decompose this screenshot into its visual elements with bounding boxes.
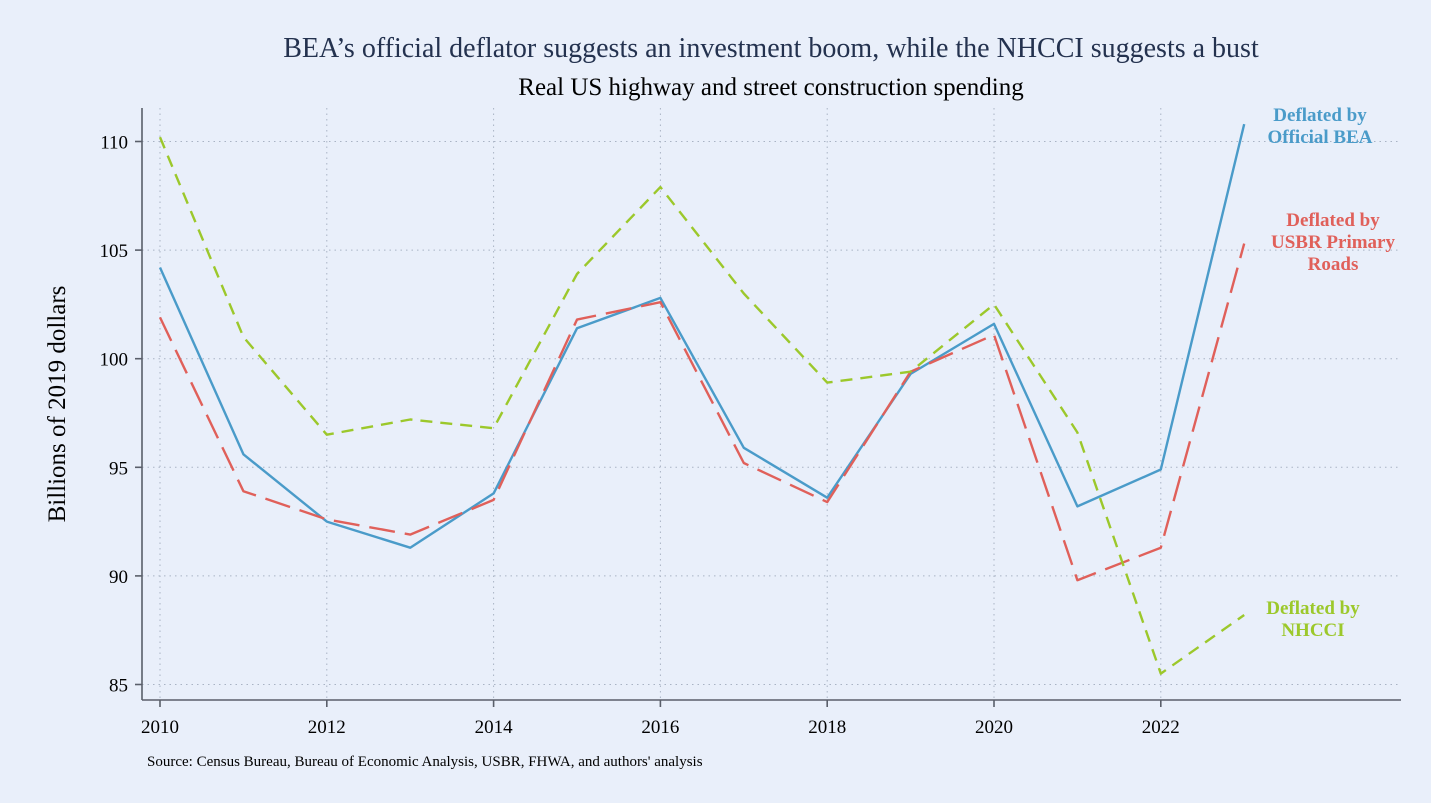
chart-title: BEA’s official deflator suggests an inve… bbox=[283, 33, 1259, 64]
series-label-3: Deflated by NHCCI bbox=[1266, 598, 1360, 641]
series-label-1: Deflated by Official BEA bbox=[1267, 105, 1372, 148]
series-lines bbox=[158, 123, 1246, 675]
source-note: Source: Census Bureau, Bureau of Economi… bbox=[147, 754, 703, 770]
y-tick-label: 100 bbox=[100, 350, 129, 371]
series-label-line: Deflated by bbox=[1273, 105, 1367, 126]
series-label-line: Deflated by bbox=[1266, 598, 1360, 619]
series-label-line: Deflated by bbox=[1286, 210, 1380, 231]
gridlines bbox=[142, 108, 1401, 700]
series-line-1 bbox=[158, 123, 1246, 549]
y-tick-label: 95 bbox=[109, 458, 128, 479]
x-tick-label: 2010 bbox=[141, 717, 179, 738]
x-tick-label: 2012 bbox=[308, 717, 346, 738]
y-tick-label: 90 bbox=[109, 567, 128, 588]
x-tick-label: 2020 bbox=[975, 717, 1013, 738]
x-tick-label: 2022 bbox=[1142, 717, 1180, 738]
y-tick-label: 105 bbox=[100, 241, 129, 262]
x-tick-label: 2014 bbox=[475, 717, 514, 738]
series-label-line: Roads bbox=[1308, 254, 1359, 275]
series-label-line: USBR Primary bbox=[1271, 232, 1396, 253]
y-tick-label: 85 bbox=[109, 676, 128, 697]
x-tick-label: 2018 bbox=[808, 717, 846, 738]
axes: 85 90 95 100 105 110 2010 2012 2014 2016 2018 2020 2… bbox=[100, 108, 1401, 738]
chart-subtitle: Real US highway and street construction … bbox=[518, 74, 1024, 101]
series-label-2: Deflated by USBR Primary Roads bbox=[1271, 210, 1396, 275]
x-tick-label: 2016 bbox=[641, 717, 679, 738]
series-line-2 bbox=[158, 243, 1246, 582]
series-line-3 bbox=[158, 136, 1245, 675]
y-axis-label: Billions of 2019 dollars bbox=[44, 286, 71, 523]
series-label-line: Official BEA bbox=[1267, 127, 1372, 148]
y-tick-label: 110 bbox=[100, 133, 128, 154]
series-label-line: NHCCI bbox=[1281, 620, 1344, 641]
